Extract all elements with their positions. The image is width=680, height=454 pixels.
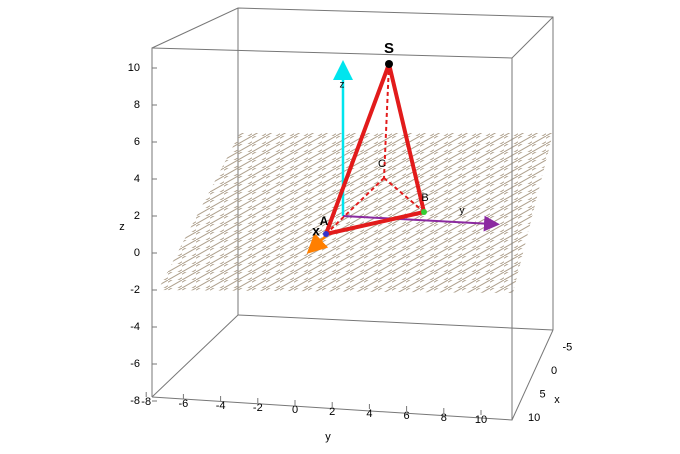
tick-label: 8 (441, 412, 447, 424)
tick-label: 5 (540, 388, 546, 400)
bounding-box-front (151, 7, 554, 421)
tick-label: 4 (366, 408, 372, 420)
pyramid-edges (324, 62, 426, 236)
vector-y (342, 215, 500, 232)
vector-label: x (312, 223, 320, 239)
tick-label: -2 (130, 284, 140, 296)
tick-label: -4 (130, 321, 140, 333)
point-label: S (384, 40, 394, 57)
axis-label: x (554, 394, 560, 406)
tick-label: 10 (475, 414, 487, 426)
axis-label: z (119, 221, 125, 233)
tick-label: -6 (179, 398, 189, 410)
point-s (385, 60, 393, 68)
tick-label: 6 (404, 410, 410, 422)
point-label: B (421, 192, 428, 204)
vector-label: y (460, 206, 465, 217)
point-a (323, 231, 329, 237)
tick-label: 0 (292, 404, 298, 416)
tick-label: 8 (134, 99, 140, 111)
tick-label: -8 (130, 395, 140, 407)
hidden-edges (325, 63, 425, 235)
vector-label: z (340, 80, 345, 91)
tick-label: -2 (253, 402, 263, 414)
tick-label: -6 (130, 358, 140, 370)
tick-label: 4 (134, 173, 140, 185)
point-b (421, 209, 427, 215)
point-label: A (320, 214, 329, 228)
tick-label: 10 (528, 412, 540, 424)
tick-label: -8 (141, 396, 151, 408)
tick-label: 10 (128, 62, 140, 74)
plane (158, 133, 553, 293)
tick-label: 2 (134, 210, 140, 222)
tick-label: 0 (134, 247, 140, 259)
point-label: C (378, 158, 386, 170)
tick-label: 6 (134, 136, 140, 148)
tick-label: -4 (216, 400, 226, 412)
tick-label: -5 (563, 341, 573, 353)
tick-label: 2 (329, 406, 335, 418)
tick-label: 0 (551, 365, 557, 377)
axis-label: y (325, 431, 331, 443)
